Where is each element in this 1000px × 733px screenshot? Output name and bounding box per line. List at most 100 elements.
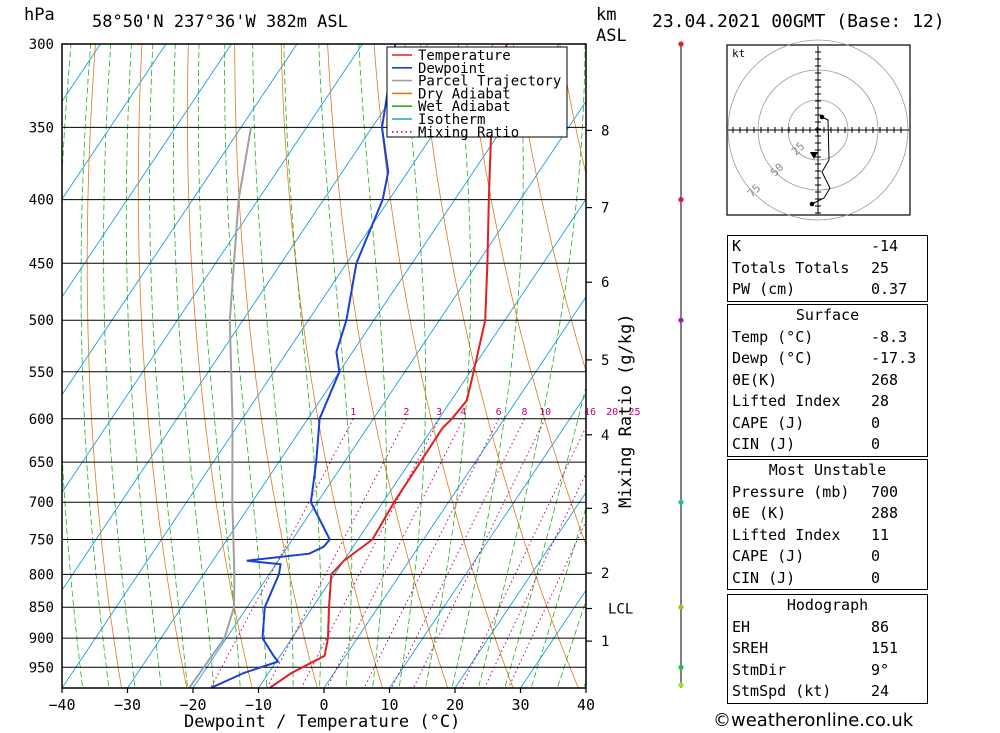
legend-item-label: Isotherm (418, 112, 485, 128)
surface-table: Surface Temp (°C) -8.3 Dewp (°C) -17.3 θE(… (727, 304, 928, 457)
x-tick-label: −30 (114, 696, 141, 714)
dry-adiabat-line (186, 44, 253, 688)
most-unstable-table: Most Unstable Pressure (mb) 700 θE (K) 288… (727, 459, 928, 590)
isotherm-line (0, 0, 101, 688)
isotherm-line (62, 44, 167, 200)
wind-profile (678, 41, 684, 688)
pressure-tick-label: 500 (29, 313, 54, 329)
isotherm-line (62, 44, 298, 396)
pressure-tick-label: 350 (29, 120, 54, 136)
copyright-link[interactable]: ©weatheronline.co.uk (713, 710, 914, 731)
x-tick-label: 10 (380, 696, 398, 714)
wet-adiabat-line (283, 44, 322, 688)
legend-item-label: Mixing Ratio (418, 125, 519, 141)
hodograph-trace (811, 116, 831, 205)
isotherm-line (389, 393, 586, 688)
x-axis-label: Dewpoint / Temperature (°C) (184, 712, 460, 732)
x-tick-label: 40 (577, 696, 595, 714)
wet-adiabat-line (504, 385, 586, 688)
mixing-ratio-label: 2 (403, 407, 409, 418)
km-tick-label: 5 (601, 353, 609, 369)
mixing-ratio-label: 16 (584, 407, 596, 418)
legend-item-label: Wet Adiabat (418, 99, 511, 115)
pressure-tick-label: 550 (29, 365, 54, 381)
isotherm-line (0, 0, 36, 688)
hodograph-point (819, 114, 825, 120)
hodograph-row: StmSpd (kt) 24 (732, 682, 890, 700)
wet-adiabat-line (425, 44, 472, 688)
indices-table: K -14 Totals Totals 25 PW (cm) 0.37 (727, 235, 928, 302)
mixing-ratio-label: 4 (460, 407, 466, 418)
x-tick-label: −40 (48, 696, 75, 714)
index-row-pw: PW (cm) 0.37 (732, 280, 908, 298)
dry-adiabat-line (986, 0, 1000, 695)
hodograph-point (809, 201, 815, 207)
hodograph-row: StmDir 9° (732, 660, 890, 679)
mixing-ratio-label: 25 (628, 407, 640, 418)
hodograph-row: EH 86 (732, 617, 890, 636)
surface-row: Dewp (°C) -17.3 (732, 349, 917, 367)
most-unstable-row: CIN (J) 0 (732, 568, 881, 587)
x-tick-label: 20 (446, 696, 464, 714)
wind-level-marker (678, 604, 684, 610)
pressure-tick-label: 800 (29, 567, 54, 583)
wet-adiabat-line (530, 506, 586, 688)
km-tick-label: 1 (601, 634, 609, 650)
pressure-tick-label: 700 (29, 495, 54, 511)
pressure-tick-label: 650 (29, 455, 54, 471)
wet-adiabat-line (80, 44, 110, 688)
isotherm-line (62, 44, 232, 298)
pressure-tick-label: 400 (29, 193, 54, 209)
km-tick-label: 7 (601, 201, 609, 217)
isotherm-line (62, 44, 363, 494)
surface-row: CIN (J) 0 (732, 435, 881, 453)
wet-adiabat-line (451, 44, 524, 688)
mixing-ratio-axis-label: Mixing Ratio (g/kg) (616, 314, 636, 508)
legend-item-label: Dewpoint (418, 61, 485, 77)
index-row-totals: Totals Totals 25 (732, 258, 890, 277)
wet-adiabat-line (556, 599, 586, 688)
wind-level-marker (678, 197, 684, 203)
pressure-tick-label: 950 (29, 660, 54, 676)
surface-row: Lifted Index 28 (732, 392, 890, 410)
mixing-ratio-line (460, 426, 586, 688)
parcel-trajectory-line (188, 127, 252, 688)
pressure-tick-label: 750 (29, 533, 54, 549)
dry-adiabat-line (420, 44, 579, 688)
x-tick-label: 0 (319, 696, 328, 714)
surface-row: Temp (°C) -8.3 (732, 327, 908, 346)
wet-adiabat-line (252, 44, 294, 688)
dry-adiabat-line (327, 44, 449, 688)
profiles (188, 44, 508, 688)
dry-adiabat-line (280, 44, 384, 688)
location-title: 58°50'N 237°36'W 382m ASL (92, 12, 348, 32)
dry-adiabat-line (559, 44, 586, 176)
wet-adiabat-line (477, 44, 586, 688)
km-tick-label: 2 (601, 566, 609, 582)
wet-adiabat-line (36, 0, 63, 695)
legend-item-label: Parcel Trajectory (418, 74, 561, 90)
dry-adiabat-line (512, 44, 586, 373)
dry-adiabat-line (466, 44, 586, 547)
mixing-ratio-line (412, 418, 546, 688)
wet-adiabat-line (398, 44, 427, 688)
hodograph-row: SREH 151 (732, 639, 899, 657)
mixing-ratio-label: 6 (496, 407, 502, 418)
surface-row: θE(K) 268 (732, 370, 899, 389)
isotherm-line (454, 491, 586, 688)
most-unstable-row: Pressure (mb) 700 (732, 482, 899, 501)
wet-adiabat-line (358, 44, 387, 688)
most-unstable-row: Lifted Index 11 (732, 525, 890, 544)
wet-adiabat-line (197, 44, 241, 688)
legend-item-label: Dry Adiabat (418, 86, 511, 102)
wet-adiabat-line (318, 44, 353, 688)
wind-level-marker (678, 664, 684, 670)
wet-adiabat-line (125, 44, 162, 688)
mixing-ratio-line (326, 418, 464, 688)
km-tick-label: 6 (601, 275, 609, 291)
pressure-tick-label: 850 (29, 600, 54, 616)
mixing-ratio-label: 3 (436, 407, 442, 418)
most-unstable-row: θE (K) 288 (732, 504, 899, 522)
